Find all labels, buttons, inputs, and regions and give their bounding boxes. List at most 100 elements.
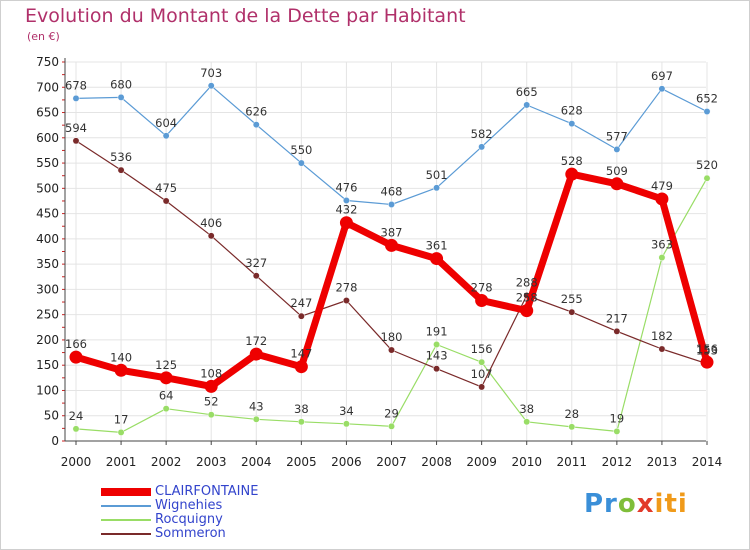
data-point-clairfontaine-2002 — [159, 371, 173, 385]
y-tick-label-150: 150 — [36, 358, 59, 372]
data-point-rocquigny-2007 — [388, 422, 395, 430]
x-tick-label-2011: 2011 — [557, 455, 588, 469]
chart-subtitle: (en €) — [27, 30, 60, 43]
series-layer — [69, 82, 714, 436]
data-point-clairfontaine-2003 — [204, 379, 218, 393]
data-label-clairfontaine-2002: 125 — [155, 358, 177, 372]
data-point-clairfontaine-2007 — [385, 238, 398, 252]
legend-item-rocquigny: Rocquigny — [101, 512, 401, 527]
data-point-wignehies-2012 — [613, 145, 621, 153]
legend-item-wignehies: Wignehies — [101, 498, 401, 513]
y-tick-label-550: 550 — [36, 156, 59, 170]
data-label-clairfontaine-2012: 509 — [606, 164, 628, 178]
data-label-sommeron-2009: 107 — [471, 367, 493, 381]
data-label-clairfontaine-2011: 528 — [561, 154, 583, 168]
data-point-sommeron-2001 — [117, 166, 125, 174]
data-label-sommeron-2003: 406 — [200, 216, 222, 230]
data-label-clairfontaine-2004: 172 — [245, 334, 267, 348]
data-point-rocquigny-2009 — [478, 358, 486, 366]
data-label-wignehies-2012: 577 — [606, 129, 628, 143]
data-point-sommeron-2006 — [342, 297, 350, 304]
x-tick-label-2006: 2006 — [331, 455, 362, 469]
data-label-layer: 166 140 125 108 172 147 432 387 361 278 258 528 509 4… — [65, 66, 718, 427]
data-label-sommeron-2014: 153 — [696, 344, 718, 358]
data-point-wignehies-2004 — [252, 121, 260, 129]
data-label-rocquigny-2006: 34 — [339, 404, 354, 418]
data-label-clairfontaine-2013: 479 — [651, 179, 673, 193]
data-point-clairfontaine-2014 — [700, 355, 714, 369]
data-point-rocquigny-2002 — [162, 405, 170, 413]
data-point-sommeron-2013 — [658, 345, 666, 353]
data-label-clairfontaine-2000: 166 — [65, 337, 87, 351]
data-label-clairfontaine-2010: 258 — [516, 291, 538, 305]
data-point-wignehies-2001 — [117, 93, 125, 101]
data-label-rocquigny-2000: 24 — [69, 409, 84, 423]
legend-item-sommeron: Sommeron — [101, 526, 401, 541]
data-point-wignehies-2005 — [297, 159, 305, 167]
data-point-sommeron-2000 — [72, 137, 80, 145]
data-point-sommeron-2007 — [388, 346, 395, 354]
data-point-sommeron-2011 — [568, 308, 576, 316]
data-label-clairfontaine-2005: 147 — [290, 347, 312, 361]
data-point-clairfontaine-2010 — [520, 304, 534, 318]
data-point-wignehies-2000 — [72, 94, 80, 102]
data-point-wignehies-2007 — [388, 201, 395, 208]
data-point-wignehies-2009 — [478, 143, 486, 151]
data-label-clairfontaine-2009: 278 — [471, 281, 493, 295]
y-tick-label-0: 0 — [51, 434, 59, 448]
data-point-sommeron-2009 — [478, 383, 486, 391]
data-point-clairfontaine-2005 — [294, 360, 308, 374]
data-label-sommeron-2004: 327 — [245, 256, 267, 270]
y-tick-label-200: 200 — [36, 333, 59, 347]
data-label-sommeron-2005: 247 — [290, 296, 312, 310]
legend-label-sommeron: Sommeron — [155, 526, 226, 541]
data-label-rocquigny-2001: 17 — [114, 412, 129, 426]
data-point-rocquigny-2012 — [613, 427, 621, 435]
legend-swatch-clairfontaine — [101, 485, 151, 499]
data-label-sommeron-2007: 180 — [381, 330, 403, 344]
data-label-wignehies-2002: 604 — [155, 116, 177, 130]
data-point-wignehies-2002 — [162, 132, 170, 140]
data-label-sommeron-2002: 475 — [155, 181, 177, 195]
data-label-sommeron-2010: 288 — [516, 275, 538, 289]
legend-label-wignehies: Wignehies — [155, 498, 223, 513]
data-label-wignehies-2009: 582 — [471, 127, 493, 141]
data-label-wignehies-2000: 678 — [65, 78, 87, 92]
data-point-rocquigny-2011 — [568, 423, 576, 431]
data-point-rocquigny-2010 — [523, 418, 531, 426]
legend-swatch-wignehies — [101, 499, 151, 513]
data-label-clairfontaine-2003: 108 — [200, 366, 222, 380]
x-tick-label-2013: 2013 — [647, 455, 678, 469]
data-label-wignehies-2003: 703 — [200, 66, 222, 80]
data-label-rocquigny-2008: 191 — [426, 324, 448, 338]
x-tick-label-2001: 2001 — [106, 455, 137, 469]
data-label-clairfontaine-2014: 156 — [696, 342, 718, 356]
data-point-clairfontaine-2008 — [430, 252, 444, 266]
legend: CLAIRFONTAINE Wignehies Rocquigny Sommeron — [101, 484, 401, 541]
y-tick-label-750: 750 — [36, 55, 59, 69]
data-label-sommeron-2001: 536 — [110, 150, 132, 164]
data-point-sommeron-2004 — [252, 272, 260, 280]
x-tick-label-2005: 2005 — [286, 455, 317, 469]
series-rocquigny — [72, 174, 711, 436]
data-point-rocquigny-2005 — [297, 418, 305, 426]
data-label-rocquigny-2003: 52 — [204, 395, 219, 409]
y-tick-label-400: 400 — [36, 232, 59, 246]
data-label-wignehies-2014: 652 — [696, 92, 718, 106]
data-label-rocquigny-2014: 520 — [696, 158, 718, 172]
data-point-rocquigny-2003 — [207, 411, 215, 419]
data-point-wignehies-2003 — [207, 82, 215, 90]
data-label-rocquigny-2002: 64 — [159, 389, 174, 403]
data-point-sommeron-2008 — [433, 365, 441, 373]
x-tick-label-2007: 2007 — [376, 455, 407, 469]
data-point-wignehies-2013 — [658, 85, 666, 93]
grid-layer — [65, 61, 708, 441]
data-label-rocquigny-2005: 38 — [294, 402, 309, 416]
data-point-clairfontaine-2009 — [475, 294, 489, 308]
data-label-rocquigny-2011: 28 — [564, 407, 579, 421]
data-point-clairfontaine-2000 — [69, 350, 83, 364]
data-label-sommeron-2011: 255 — [561, 292, 583, 306]
series-clairfontaine — [69, 167, 714, 393]
